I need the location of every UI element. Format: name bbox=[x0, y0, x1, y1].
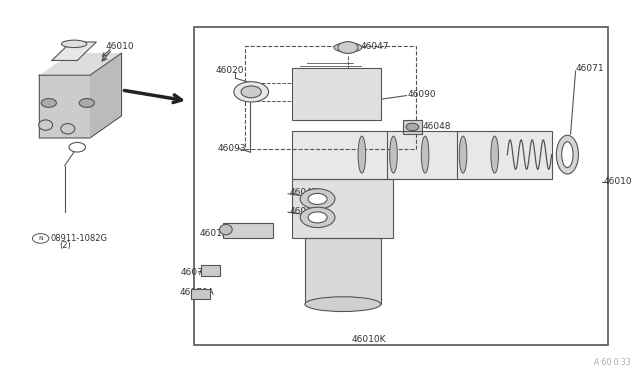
Text: 46020: 46020 bbox=[215, 66, 244, 75]
Bar bbox=[292, 131, 552, 179]
Circle shape bbox=[69, 142, 86, 152]
Text: 46047: 46047 bbox=[360, 42, 389, 51]
Text: 08911-1082G: 08911-1082G bbox=[50, 234, 107, 243]
Text: 46010K: 46010K bbox=[351, 335, 386, 344]
Text: 46070: 46070 bbox=[180, 267, 209, 276]
Polygon shape bbox=[223, 223, 273, 238]
Circle shape bbox=[41, 99, 56, 108]
Polygon shape bbox=[292, 179, 394, 238]
Text: (2): (2) bbox=[60, 241, 71, 250]
Ellipse shape bbox=[300, 189, 335, 209]
Polygon shape bbox=[403, 119, 422, 134]
Bar bbox=[195, 27, 609, 345]
Ellipse shape bbox=[234, 82, 269, 102]
Polygon shape bbox=[90, 53, 122, 138]
Bar bbox=[292, 68, 381, 119]
Text: 46010: 46010 bbox=[106, 42, 134, 51]
Polygon shape bbox=[292, 131, 552, 179]
Ellipse shape bbox=[556, 135, 579, 174]
Ellipse shape bbox=[460, 136, 467, 173]
Bar bbox=[292, 179, 394, 238]
Text: 46012A: 46012A bbox=[199, 230, 234, 238]
Text: N: N bbox=[38, 236, 43, 241]
Ellipse shape bbox=[334, 43, 362, 52]
Ellipse shape bbox=[38, 120, 52, 130]
Ellipse shape bbox=[61, 40, 87, 48]
Ellipse shape bbox=[241, 86, 261, 98]
Polygon shape bbox=[52, 42, 96, 61]
Ellipse shape bbox=[61, 124, 75, 134]
Text: 46090: 46090 bbox=[408, 90, 436, 99]
Text: 46045: 46045 bbox=[289, 188, 317, 197]
Bar bbox=[200, 265, 220, 276]
Polygon shape bbox=[292, 68, 381, 119]
Text: 46045: 46045 bbox=[289, 206, 317, 216]
Ellipse shape bbox=[358, 136, 365, 173]
Text: 46048: 46048 bbox=[422, 122, 451, 131]
Circle shape bbox=[79, 99, 94, 108]
Text: A·60 0.33: A·60 0.33 bbox=[594, 358, 630, 367]
Bar bbox=[191, 289, 210, 299]
Text: 46010: 46010 bbox=[604, 177, 632, 186]
Ellipse shape bbox=[308, 212, 327, 223]
Circle shape bbox=[406, 123, 419, 131]
Bar bbox=[305, 238, 381, 304]
Bar bbox=[403, 119, 422, 134]
Polygon shape bbox=[305, 238, 381, 304]
Polygon shape bbox=[200, 265, 220, 276]
Ellipse shape bbox=[305, 297, 381, 311]
Ellipse shape bbox=[300, 207, 335, 228]
Text: 46070A: 46070A bbox=[179, 288, 214, 297]
Polygon shape bbox=[191, 289, 210, 299]
Ellipse shape bbox=[562, 142, 573, 167]
Ellipse shape bbox=[421, 136, 429, 173]
Bar bbox=[223, 223, 273, 238]
Polygon shape bbox=[39, 53, 122, 75]
Ellipse shape bbox=[220, 224, 232, 235]
Text: 46071: 46071 bbox=[575, 64, 604, 73]
Circle shape bbox=[338, 42, 358, 54]
Ellipse shape bbox=[390, 136, 397, 173]
Ellipse shape bbox=[491, 136, 499, 173]
Polygon shape bbox=[39, 75, 90, 138]
Text: 46093: 46093 bbox=[218, 144, 246, 153]
Ellipse shape bbox=[308, 193, 327, 205]
Bar bbox=[245, 46, 415, 149]
